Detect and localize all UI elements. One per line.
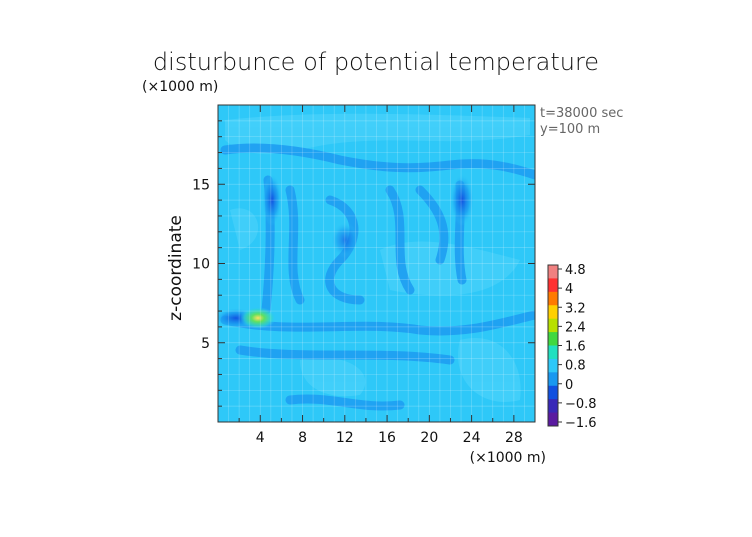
- dark-bands: [220, 143, 535, 411]
- colorbar-swatch: [548, 358, 558, 373]
- x-tick-label: 28: [505, 430, 523, 446]
- x-tick-label: 24: [463, 430, 481, 446]
- colorbar-label: 1.6: [565, 340, 586, 355]
- colorbar-swatch: [548, 265, 558, 279]
- colorbar-swatch: [548, 412, 558, 427]
- colorbar-swatch: [548, 278, 558, 293]
- colorbar-label: −1.6: [565, 416, 597, 431]
- x-unit-label: (×1000 m): [470, 450, 546, 466]
- chart-title: disturbunce of potential temperature: [153, 48, 599, 76]
- colorbar-swatch: [548, 385, 558, 400]
- y-axis-title: z-coordinate: [166, 215, 186, 321]
- y-unit-label: (×1000 m): [142, 79, 218, 95]
- x-tick-label: 8: [298, 430, 307, 446]
- annotation-time: t=38000 sec: [540, 106, 623, 121]
- colorbar-label: 4: [565, 282, 573, 297]
- warm-spot: [240, 307, 276, 329]
- colorbar-label: 0: [565, 378, 573, 393]
- y-tick-label: 5: [201, 336, 210, 352]
- annotation-y: y=100 m: [540, 122, 600, 137]
- x-tick-label: 16: [378, 430, 396, 446]
- colorbar: 4.8 4 3.2 2.4 1.6 0.8 0 −0.8 −1.6: [547, 263, 597, 431]
- colorbar-label: 0.8: [565, 359, 586, 374]
- grid-lines: [218, 105, 535, 422]
- colorbar-label: 3.2: [565, 301, 586, 316]
- y-tick-label: 15: [192, 177, 210, 193]
- x-axis: 4 8 12 16 20 24 28: [238, 105, 523, 446]
- colorbar-label: 4.8: [565, 263, 586, 278]
- y-axis: 5 10 15: [192, 120, 535, 407]
- colorbar-swatch: [548, 332, 558, 346]
- x-tick-label: 4: [256, 430, 265, 446]
- colorbar-swatch: [548, 345, 558, 360]
- colorbar-swatch: [548, 399, 558, 414]
- x-tick-label: 12: [336, 430, 354, 446]
- colorbar-label: −0.8: [565, 397, 597, 412]
- y-tick-label: 10: [192, 257, 210, 273]
- colorbar-swatch: [548, 305, 558, 320]
- colorbar-swatch: [548, 372, 558, 387]
- colorbar-label: 2.4: [565, 320, 586, 335]
- plot-area: [218, 105, 535, 422]
- colorbar-swatch: [548, 291, 558, 306]
- x-tick-label: 20: [420, 430, 438, 446]
- light-regions: [225, 113, 530, 402]
- colorbar-swatch: [548, 318, 558, 333]
